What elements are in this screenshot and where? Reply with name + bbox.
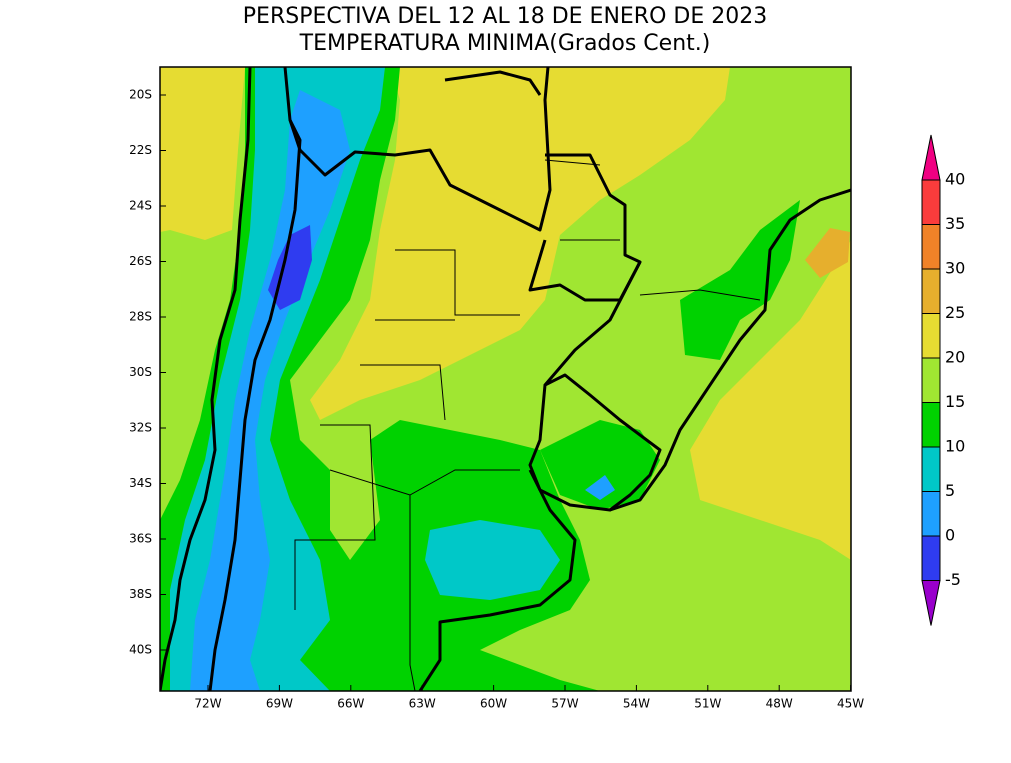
colorbar-label: 10	[945, 437, 965, 456]
title-line: TEMPERATURA MINIMA(Grados Cent.)	[299, 31, 711, 56]
field	[805, 228, 850, 278]
lon-label: 69W	[266, 697, 293, 711]
field	[160, 67, 245, 240]
lat-label: 40S	[129, 643, 152, 657]
field	[425, 520, 560, 600]
colorbar-box	[921, 491, 941, 537]
lon-label: 51W	[694, 697, 721, 711]
border	[208, 119, 302, 691]
colorbar-label: 30	[945, 259, 965, 278]
colorbar-box	[921, 313, 941, 359]
lon-label: 63W	[409, 697, 436, 711]
colorbar-box	[921, 357, 941, 403]
lat-label: 28S	[129, 310, 152, 324]
colorbar-label: 40	[945, 170, 965, 189]
lat-label: 24S	[129, 199, 152, 213]
colorbar-box	[921, 224, 941, 270]
lat-label: 20S	[129, 88, 152, 102]
lon-label: 54W	[623, 697, 650, 711]
field	[540, 420, 660, 510]
lat-label: 22S	[129, 143, 152, 157]
map	[160, 67, 851, 691]
colorbar-box	[921, 535, 941, 581]
coastline	[418, 469, 577, 691]
colorbar-label: 0	[945, 526, 955, 545]
lat-label: 38S	[129, 587, 152, 601]
colorbar-box	[921, 268, 941, 314]
field	[310, 67, 730, 420]
colorbar-box	[921, 402, 941, 448]
lon-label: 45W	[837, 697, 864, 711]
colorbar-label: -5	[945, 570, 961, 589]
lat-label: 26S	[129, 254, 152, 268]
lon-label: 72W	[194, 697, 221, 711]
lon-label: 57W	[551, 697, 578, 711]
coastline	[160, 67, 252, 691]
field	[690, 240, 851, 560]
title-line: PERSPECTIVA DEL 12 AL 18 DE ENERO DE 202…	[243, 4, 767, 29]
colorbar-label: 20	[945, 348, 965, 367]
lat-label: 34S	[129, 476, 152, 490]
coastline	[609, 188, 851, 512]
lon-label: 66W	[337, 697, 364, 711]
map-frame	[159, 66, 852, 692]
colorbar-label: 5	[945, 481, 955, 500]
colorbar-tip	[921, 134, 941, 181]
colorbar-label: 25	[945, 303, 965, 322]
lon-label: 60W	[480, 697, 507, 711]
colorbar-label: 35	[945, 214, 965, 233]
province-line	[294, 159, 761, 691]
lat-label: 32S	[129, 421, 152, 435]
colorbar-box	[921, 179, 941, 225]
colorbar-tip	[921, 580, 941, 626]
field	[680, 200, 800, 360]
lon-label: 48W	[766, 697, 793, 711]
border	[444, 70, 542, 96]
lat-label: 30S	[129, 365, 152, 379]
lat-label: 36S	[129, 532, 152, 546]
colorbar-label: 15	[945, 392, 965, 411]
colorbar-box	[921, 446, 941, 492]
field	[585, 475, 615, 500]
